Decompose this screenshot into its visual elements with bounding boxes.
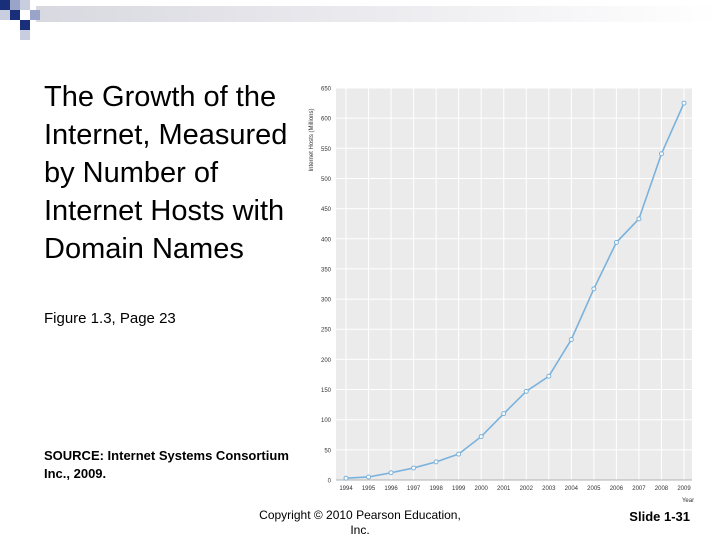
y-tick-label: 650 [321,87,332,93]
slide-title: The Growth of the Internet, Measured by … [44,81,288,265]
data-point [411,465,417,471]
x-tick-label: 2002 [520,486,534,492]
series-line [345,102,685,479]
y-tick-label: 450 [321,207,332,213]
x-tick-label: 1999 [452,486,466,492]
x-tick-label: 2003 [542,486,556,492]
source-note: SOURCE: Internet Systems Consortium Inc.… [44,448,289,481]
data-point [681,100,687,106]
y-tick-label: 200 [321,358,332,364]
internet-hosts-line-chart: 0 50 100 150 200 250 300 350 400 450 500 550 600 650 1… [309,87,694,505]
data-point [478,434,484,440]
x-tick-label: 2007 [632,486,646,492]
x-tick-label: 1994 [339,486,353,492]
x-tick-label: 2006 [610,486,624,492]
x-tick-label: 2008 [655,486,669,492]
y-tick-label: 600 [321,117,332,123]
data-point [366,474,372,480]
slide-number: Slide 1-31 [629,509,690,524]
y-tick-label: 550 [321,147,332,153]
x-axis-label: Year [682,498,694,504]
figure-reference: Figure 1.3, Page 23 [44,310,176,327]
copyright-notice: Copyright © 2010 Pearson Education, Inc. [259,508,461,537]
y-tick-label: 250 [321,328,332,334]
x-tick-label: 2000 [475,486,489,492]
x-tick-label: 2004 [565,486,579,492]
data-point [523,388,529,394]
title-bar-decoration [0,0,720,40]
x-tick-label: 1997 [407,486,421,492]
data-point [636,216,642,222]
data-point [546,373,552,379]
data-point [343,475,349,481]
x-tick-label: 1996 [384,486,398,492]
y-tick-label: 50 [324,448,331,454]
y-tick-label: 150 [321,388,332,394]
y-tick-label: 350 [321,267,332,273]
y-tick-label: 400 [321,237,332,243]
y-axis-label: Internet Hosts (Millions) [309,108,315,171]
y-tick-label: 300 [321,298,332,304]
data-point [456,451,462,457]
plot-background [336,88,692,480]
data-point [501,411,507,417]
y-tick-label: 100 [321,418,332,424]
data-point [658,151,664,157]
data-point [591,286,597,292]
x-tick-label: 2005 [587,486,601,492]
data-point [568,336,574,342]
y-tick-label: 0 [328,479,332,485]
x-tick-label: 1998 [429,486,443,492]
data-point [433,459,439,465]
data-point [388,470,394,476]
x-tick-label: 2001 [497,486,511,492]
y-tick-label: 500 [321,177,332,183]
x-tick-label: 2009 [677,486,691,492]
x-tick-label: 1995 [362,486,376,492]
data-point [613,239,619,245]
